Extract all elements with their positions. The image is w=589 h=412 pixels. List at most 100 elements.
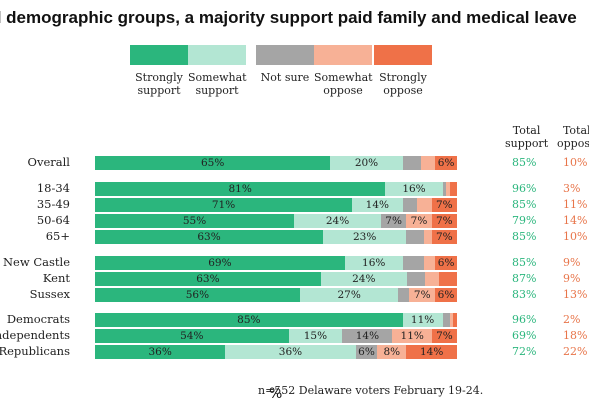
total-oppose-value: 9% (563, 272, 581, 285)
total-support-value: 85% (512, 256, 537, 269)
row-label-18-34: 18-34 (36, 181, 70, 195)
data-label: 63% (197, 231, 221, 243)
legend-item-not-sure: Not sure (256, 45, 314, 84)
legend-label: Somewhat support (188, 71, 247, 97)
bar-not-sure-kent (406, 272, 425, 286)
data-label: 8% (383, 346, 401, 358)
total-support-value: 72% (512, 345, 537, 358)
bar-somewhat-oppose-18-34 (446, 182, 450, 196)
data-label: 14% (355, 330, 380, 342)
data-label: 7% (435, 215, 453, 227)
total-support-value: 85% (512, 156, 537, 169)
row-label-65: 65+ (45, 229, 70, 243)
bar-somewhat-oppose-republicans (377, 345, 407, 359)
total-oppose-value: 13% (563, 288, 588, 301)
total-oppose-value: 22% (563, 345, 588, 358)
bar-not-sure-sussex (398, 288, 410, 302)
legend-swatch (374, 45, 432, 65)
row-label-republicans: Republicans (0, 344, 70, 358)
total-oppose-value: 14% (563, 214, 588, 227)
bar-not-sure-overall (402, 156, 421, 170)
legend-item-strongly-oppose: Strongly oppose (374, 45, 432, 97)
bar-strongly-support-kent (95, 272, 321, 286)
bar-strongly-oppose-independents (431, 329, 457, 343)
row-label-35-49: 35-49 (36, 197, 70, 211)
bar-somewhat-support-35-49 (352, 198, 403, 212)
data-label: 23% (353, 231, 377, 243)
data-label: 54% (180, 330, 204, 342)
bar-not-sure-new-castle (402, 256, 425, 270)
legend-label: Somewhat oppose (314, 71, 373, 97)
data-label: 24% (325, 215, 350, 227)
bar-somewhat-support-sussex (299, 288, 399, 302)
bar-somewhat-support-new-castle (344, 256, 403, 270)
total-oppose-header: Totaloppose (557, 124, 589, 150)
total-oppose-value: 2% (563, 313, 581, 326)
bar-not-sure-35-49 (402, 198, 418, 212)
bar-not-sure-50-64 (380, 214, 407, 228)
data-label: 20% (354, 157, 379, 169)
row-label-democrats: Democrats (6, 312, 70, 326)
bar-strongly-support-republicans (95, 345, 226, 359)
bar-strongly-support-new-castle (95, 256, 345, 270)
bar-somewhat-support-democrats (402, 313, 443, 327)
row-label-50-64: 50-64 (36, 213, 70, 227)
bar-somewhat-oppose-independents (392, 329, 432, 343)
bar-somewhat-oppose-new-castle (424, 256, 436, 270)
data-label: 6% (437, 289, 455, 301)
data-label: 16% (402, 183, 426, 195)
bar-somewhat-support-kent (320, 272, 407, 286)
total-oppose-value: 9% (563, 256, 581, 269)
data-label: 71% (211, 199, 236, 211)
bar-strongly-oppose-35-49 (431, 198, 457, 212)
bar-somewhat-support-65 (323, 230, 407, 244)
bar-somewhat-oppose-overall (420, 156, 436, 170)
data-label: 36% (148, 346, 172, 358)
bar-strongly-oppose-democrats (453, 313, 457, 327)
bar-somewhat-oppose-kent (424, 272, 440, 286)
total-support-value: 96% (512, 313, 537, 326)
total-support-value: 96% (512, 182, 537, 195)
source-note: n=552 Delaware voters February 19-24. (258, 384, 484, 397)
bar-not-sure-independents (342, 329, 393, 343)
bar-not-sure-democrats (442, 313, 450, 327)
bar-strongly-support-65 (95, 230, 324, 244)
bar-not-sure-republicans (355, 345, 378, 359)
bar-somewhat-oppose-65 (424, 230, 432, 244)
bar-somewhat-support-overall (330, 156, 403, 170)
data-label: 36% (278, 346, 303, 358)
legend-label: Strongly support (135, 71, 183, 97)
data-label: 14% (365, 199, 390, 211)
legend-item-somewhat-oppose: Somewhat oppose (314, 45, 373, 97)
chart-title: ll demographic groups, a majority suppor… (0, 8, 577, 27)
data-label: 81% (228, 183, 252, 195)
bar-strongly-support-independents (95, 329, 289, 343)
bar-somewhat-oppose-35-49 (417, 198, 432, 212)
legend-swatch (130, 45, 188, 65)
row-label-sussex: Sussex (29, 287, 70, 301)
data-label: 55% (182, 215, 207, 227)
data-label: 24% (352, 273, 376, 285)
data-label: 6% (437, 157, 455, 169)
data-label: 65% (200, 157, 225, 169)
data-label: 7% (413, 289, 431, 301)
row-label-overall: Overall (27, 155, 70, 169)
bar-strongly-oppose-kent (439, 272, 457, 286)
row-label-kent: Kent (42, 271, 70, 285)
bar-somewhat-support-18-34 (385, 182, 443, 196)
bar-strongly-support-50-64 (95, 214, 295, 228)
bar-strongly-oppose-50-64 (431, 214, 457, 228)
total-support-value: 85% (512, 198, 537, 211)
legend-label: Strongly oppose (379, 71, 427, 97)
legend-swatch (188, 45, 246, 65)
legend-swatch (256, 45, 314, 65)
data-label: 7% (436, 330, 453, 342)
bar-strongly-support-democrats (95, 313, 403, 327)
data-label: 14% (419, 346, 444, 358)
legend-item-somewhat-support: Somewhat support (188, 45, 247, 97)
bar-somewhat-support-independents (288, 329, 343, 343)
bar-somewhat-oppose-50-64 (406, 214, 432, 228)
bar-not-sure-18-34 (442, 182, 447, 196)
total-support-value: 83% (512, 288, 537, 301)
